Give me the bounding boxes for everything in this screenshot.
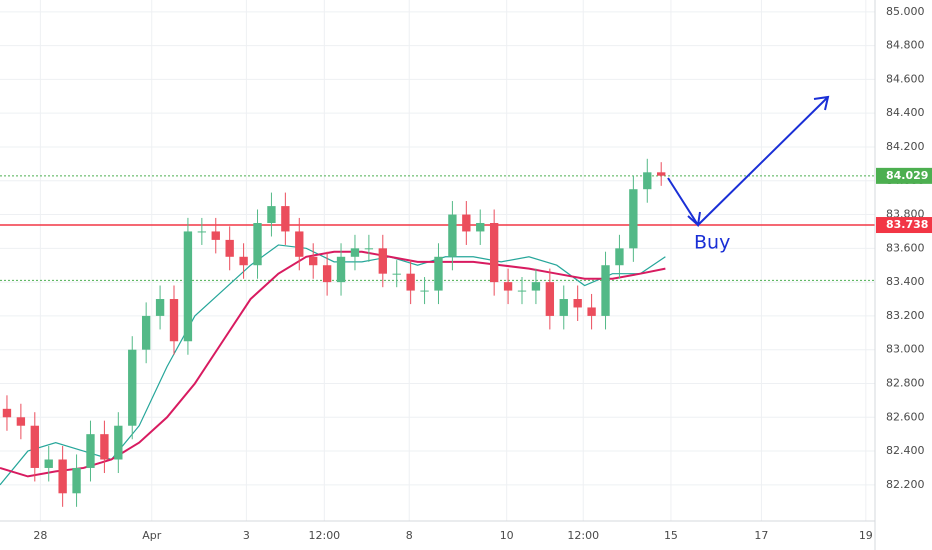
axes: 82.200 82.400 82.600 82.800 83.000 83.200 83.4… (33, 5, 932, 542)
x-tick-label: 19 (859, 529, 873, 542)
candle-body (434, 256, 443, 291)
candle-body (30, 425, 39, 468)
candle-body (169, 299, 179, 342)
y-tick-label: 84.600 (886, 72, 925, 85)
y-tick-label: 83.600 (886, 241, 925, 254)
candle-body (476, 222, 485, 232)
candle-body (58, 459, 67, 494)
candle-body (643, 172, 652, 190)
candle-body (128, 349, 137, 426)
candle-body (545, 282, 555, 316)
candle-body (86, 434, 95, 468)
moving-average-line (0, 250, 666, 478)
arrow-head (687, 211, 701, 227)
candle-body (448, 214, 457, 257)
x-tick-label: 8 (406, 529, 413, 542)
x-tick-label: 10 (500, 529, 514, 542)
candle-body (281, 206, 290, 232)
arrow-path (667, 96, 829, 227)
plot (0, 158, 875, 507)
y-tick-label: 83.200 (886, 309, 925, 322)
candle-body (267, 206, 276, 223)
y-tick-label: 82.400 (886, 444, 925, 457)
candle-body (420, 290, 429, 292)
candle-body (211, 231, 220, 240)
y-tick-label: 84.200 (886, 140, 925, 153)
candle-body (462, 214, 471, 232)
candle-body (531, 282, 541, 291)
candle-body (573, 299, 582, 308)
candle-body (141, 315, 151, 350)
x-tick-label: 12:00 (567, 529, 599, 542)
candle-body (350, 248, 360, 257)
candle-body (406, 273, 415, 291)
candle-body (155, 299, 165, 316)
price-label: 83.738 (886, 218, 928, 231)
candle-body (657, 172, 666, 176)
candle-body (309, 256, 318, 266)
candle-body (72, 467, 81, 494)
price-label: 84.029 (886, 169, 928, 182)
arrow (667, 95, 830, 227)
candle-body (615, 248, 624, 266)
y-tick-label: 84.400 (886, 106, 925, 119)
y-tick-label: 82.800 (886, 376, 925, 389)
moving-average-line (0, 244, 666, 486)
candle-body (378, 248, 387, 274)
candle-body (253, 222, 262, 266)
x-tick-label: 3 (243, 529, 250, 542)
candle-body (322, 265, 332, 283)
candle-body (16, 417, 26, 426)
candle-body (2, 408, 12, 418)
candle-body (336, 256, 346, 283)
candle-body (364, 248, 374, 250)
x-tick-label: 12:00 (308, 529, 340, 542)
candle-body (392, 273, 401, 275)
x-tick-label: 17 (754, 529, 768, 542)
candle-body (44, 459, 53, 468)
x-tick-label: 15 (664, 529, 678, 542)
x-tick-label: 28 (33, 529, 47, 542)
candle-body (629, 189, 638, 249)
y-tick-label: 85.000 (886, 5, 925, 18)
candle-body (197, 231, 207, 233)
candle-body (601, 265, 610, 316)
candle-body (114, 425, 123, 460)
y-tick-label: 84.800 (886, 39, 925, 52)
price-label-box (876, 167, 932, 184)
arrow-head (813, 95, 830, 111)
candle-body (489, 222, 499, 283)
y-tick-label: 82.600 (886, 410, 925, 423)
candle-body (295, 231, 304, 257)
candle-body (100, 434, 109, 460)
annotation-text: Buy (694, 232, 730, 254)
y-tick-label: 82.200 (886, 478, 925, 491)
price-label-box (876, 217, 932, 234)
candle-body (503, 282, 513, 291)
x-tick-label: Apr (142, 529, 162, 542)
candle-body (225, 239, 234, 257)
candle-body (559, 299, 568, 316)
candle-body (517, 290, 527, 292)
y-tick-label: 83.400 (886, 275, 925, 288)
candle-body (587, 307, 596, 316)
candle-body (239, 256, 248, 266)
y-tick-label: 83.000 (886, 343, 925, 356)
candle-body (183, 231, 193, 342)
